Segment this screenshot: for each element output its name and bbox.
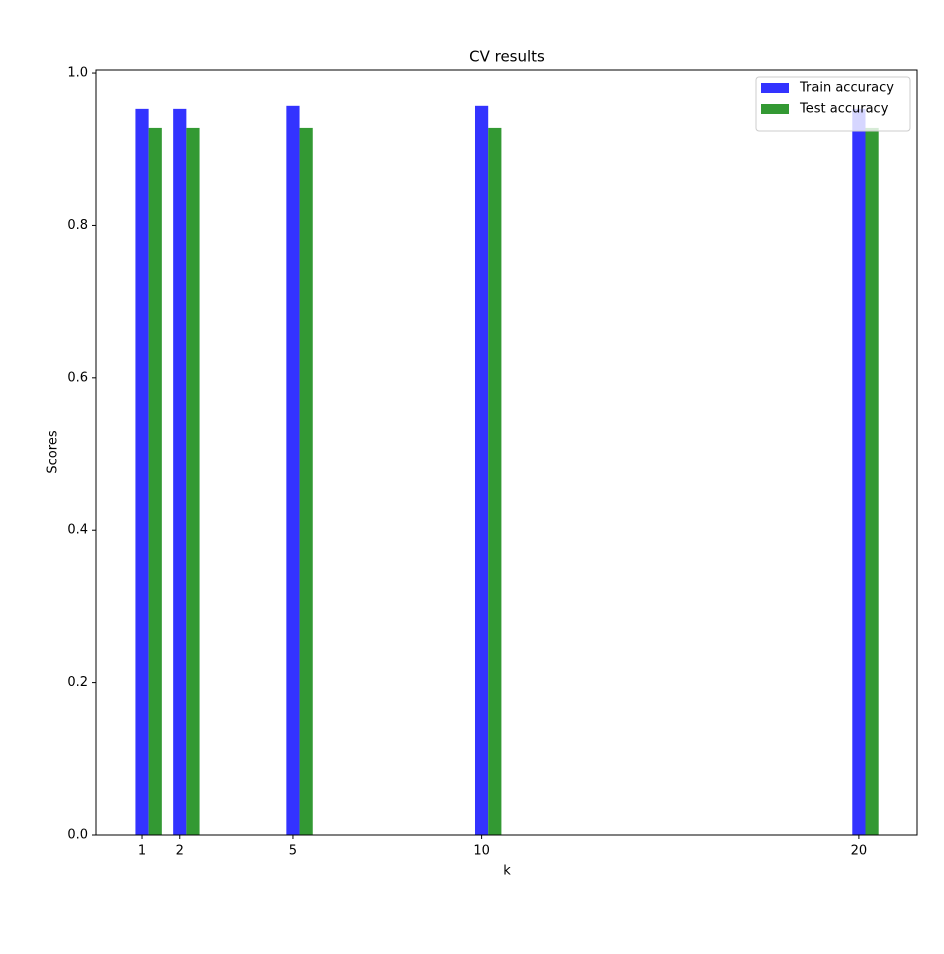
y-tick-label: 0.6 xyxy=(67,370,88,385)
x-tick-label: 20 xyxy=(851,844,868,859)
legend-swatch xyxy=(761,104,789,114)
x-tick-label: 1 xyxy=(138,844,146,859)
bar xyxy=(135,108,149,835)
y-axis-label: Scores xyxy=(46,430,61,473)
x-axis-label: k xyxy=(503,864,511,879)
y-tick-label: 0.0 xyxy=(67,828,88,843)
x-tick-label: 2 xyxy=(176,844,184,859)
bar xyxy=(299,127,313,835)
legend-box xyxy=(755,76,911,132)
bar xyxy=(488,127,502,835)
legend-label: Test accuracy xyxy=(799,102,889,117)
bar xyxy=(173,108,187,835)
plot-frame xyxy=(95,69,918,836)
bar xyxy=(852,108,866,835)
bar xyxy=(186,127,200,835)
y-tick-label: 0.8 xyxy=(67,218,88,233)
bar xyxy=(286,105,300,835)
x-tick-label: 10 xyxy=(473,844,490,859)
chart-title: CV results xyxy=(469,48,545,66)
bar xyxy=(474,105,489,835)
y-tick-label: 0.2 xyxy=(67,675,88,690)
legend-swatch xyxy=(761,83,789,93)
y-tick-label: 0.4 xyxy=(67,523,88,538)
y-tick-label: 1.0 xyxy=(67,66,88,81)
bar xyxy=(148,127,162,835)
legend-label: Train accuracy xyxy=(799,81,894,96)
x-tick-label: 5 xyxy=(289,844,297,859)
bar xyxy=(865,127,879,835)
